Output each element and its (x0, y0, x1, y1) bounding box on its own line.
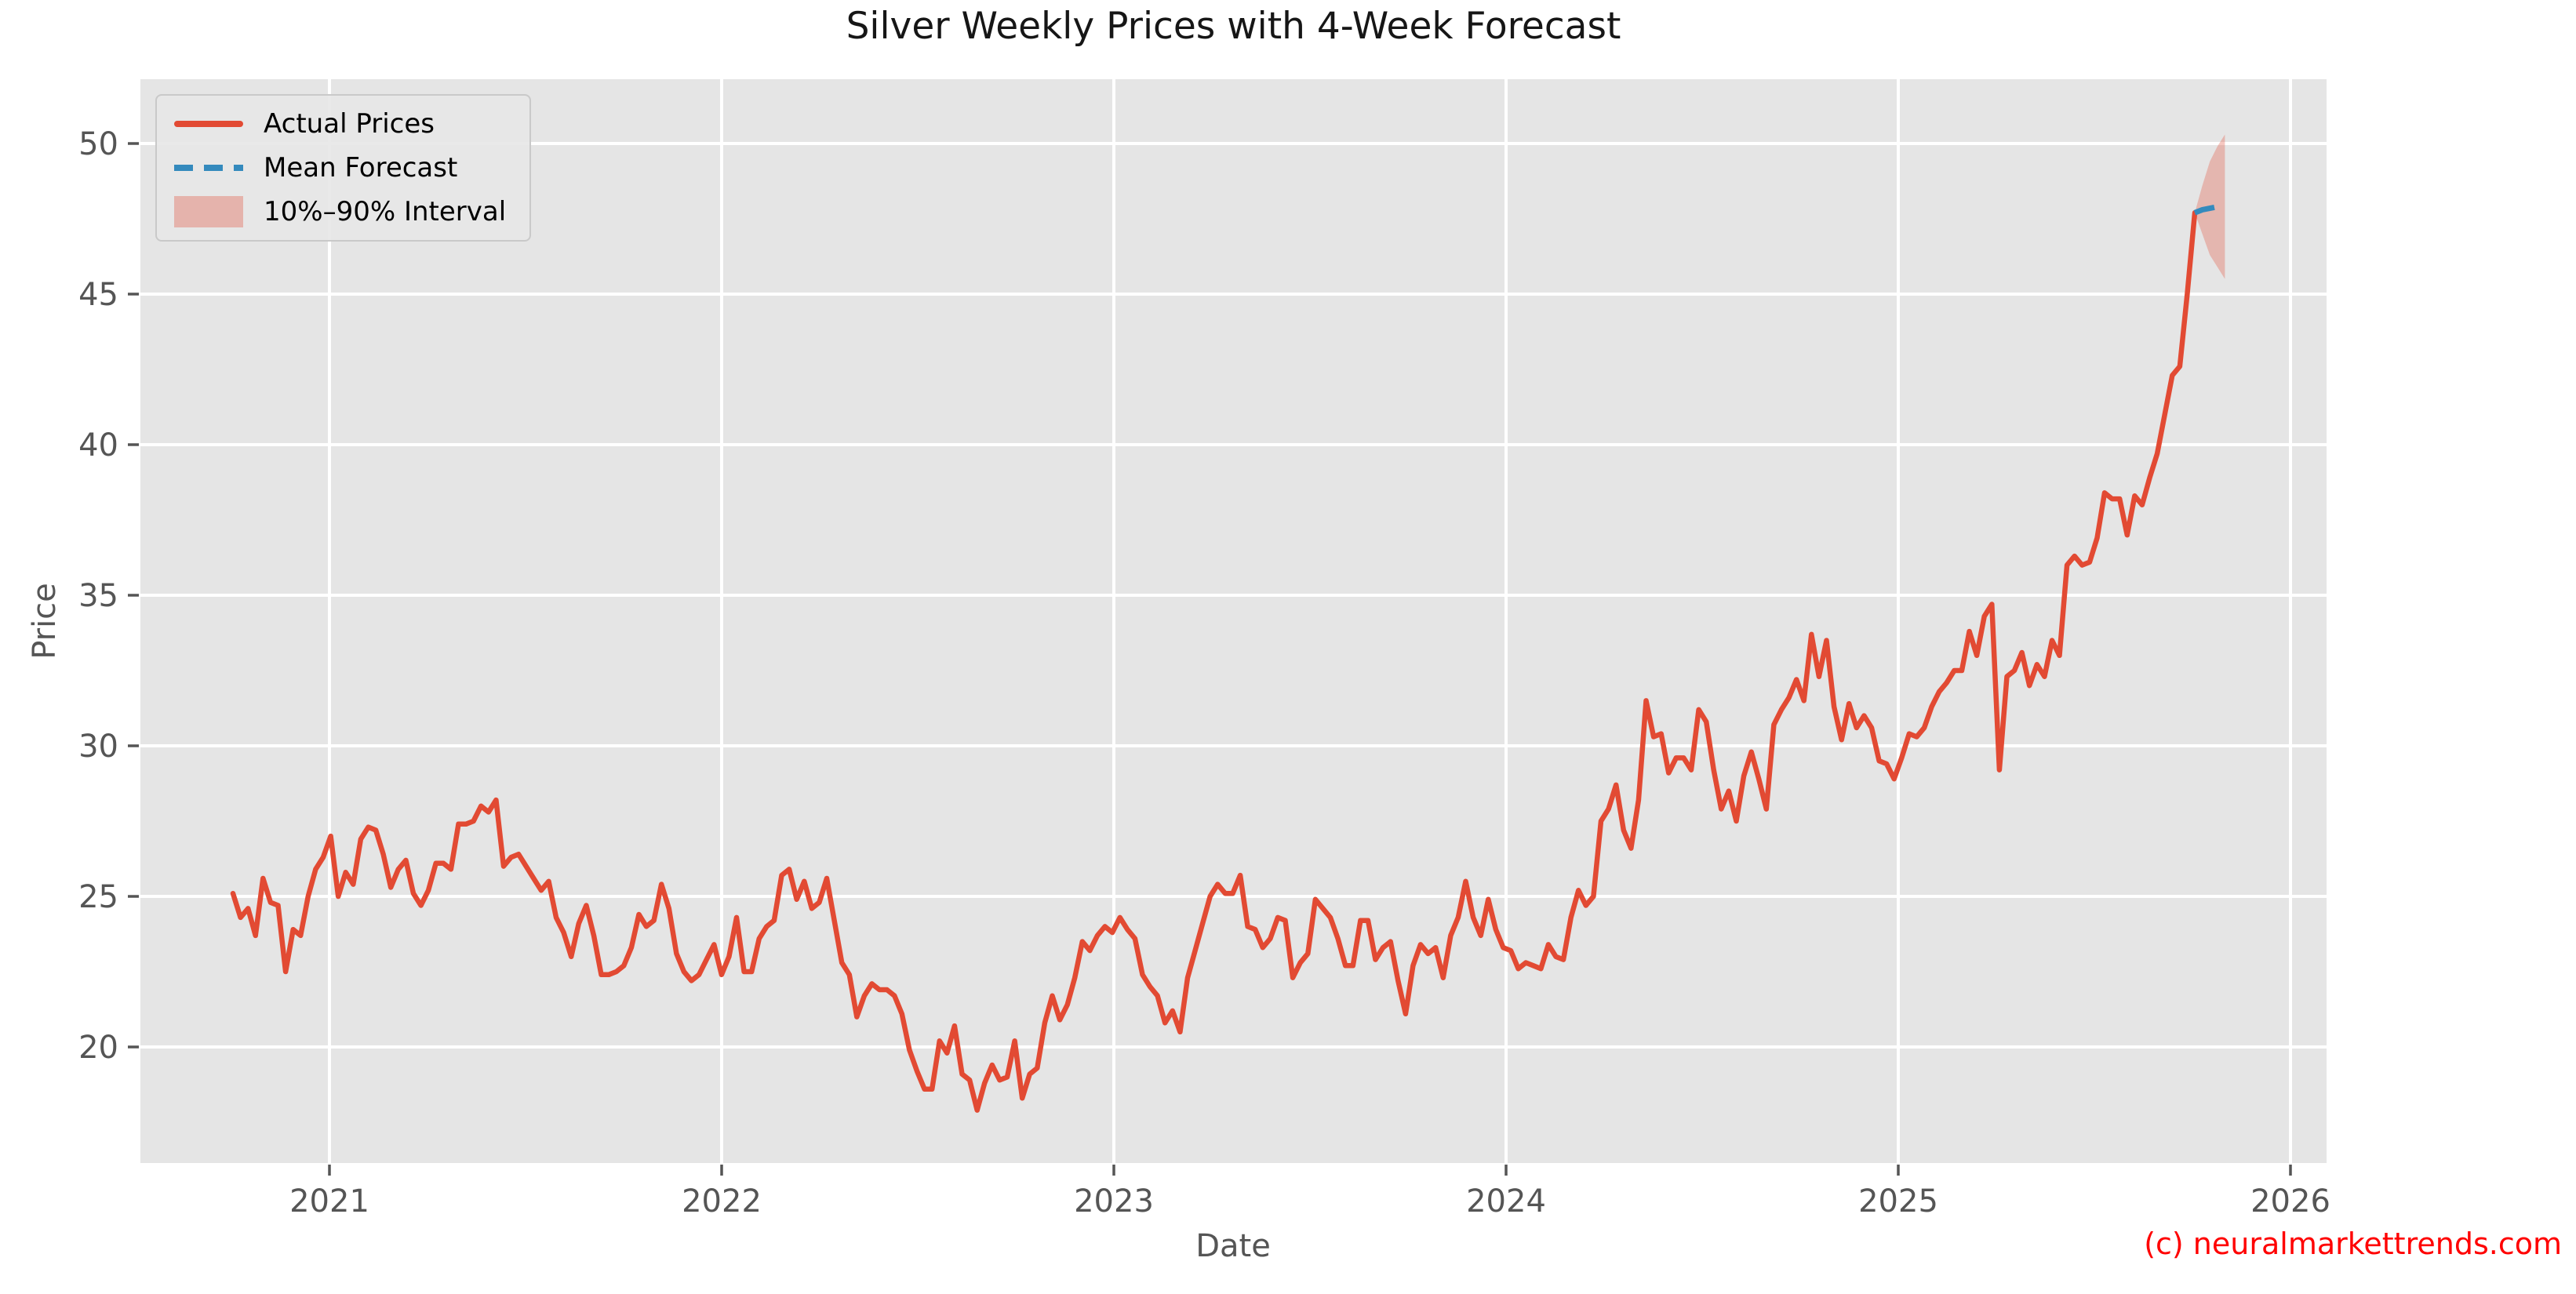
watermark: (c) neuralmarkettrends.com (2144, 1227, 2562, 1261)
axis-tick-marks (128, 142, 2292, 1176)
legend-label-actual: Actual Prices (264, 108, 435, 140)
actual-price-line (230, 210, 2198, 1113)
x-tick-label: 2025 (1858, 1183, 1938, 1219)
gridlines (140, 79, 2327, 1163)
y-tick-label: 40 (78, 427, 118, 463)
legend-swatch-actual-line (174, 121, 243, 128)
y-tick-label: 20 (78, 1030, 118, 1066)
x-tick-label: 2021 (289, 1183, 369, 1219)
y-tick-label: 25 (78, 879, 118, 915)
x-tick-label: 2022 (682, 1183, 762, 1219)
legend-item-interval: 10%–90% Interval (174, 196, 506, 228)
legend-item-forecast: Mean Forecast (174, 152, 506, 184)
x-tick-label: 2026 (2250, 1183, 2330, 1219)
legend-label-interval: 10%–90% Interval (264, 195, 507, 227)
legend-swatch-forecast-line (174, 165, 243, 172)
y-tick-label: 50 (78, 126, 118, 162)
x-axis-label: Date (1195, 1228, 1271, 1264)
legend-swatch-interval-band (174, 195, 243, 227)
chart-title: Silver Weekly Prices with 4-Week Forecas… (846, 5, 1621, 48)
y-tick-label: 30 (78, 729, 118, 765)
y-axis-label: Price (27, 583, 63, 660)
plot-background (140, 79, 2327, 1163)
y-tick-label: 45 (78, 277, 118, 313)
y-tick-label: 35 (78, 578, 118, 614)
legend-label-forecast: Mean Forecast (264, 151, 458, 184)
legend-item-actual: Actual Prices (174, 108, 506, 140)
x-tick-label: 2023 (1074, 1183, 1154, 1219)
forecast-mean-line (2193, 202, 2226, 216)
x-tick-label: 2024 (1466, 1183, 1546, 1219)
legend: Actual Prices Mean Forecast 10%–90% Inte… (155, 94, 532, 242)
